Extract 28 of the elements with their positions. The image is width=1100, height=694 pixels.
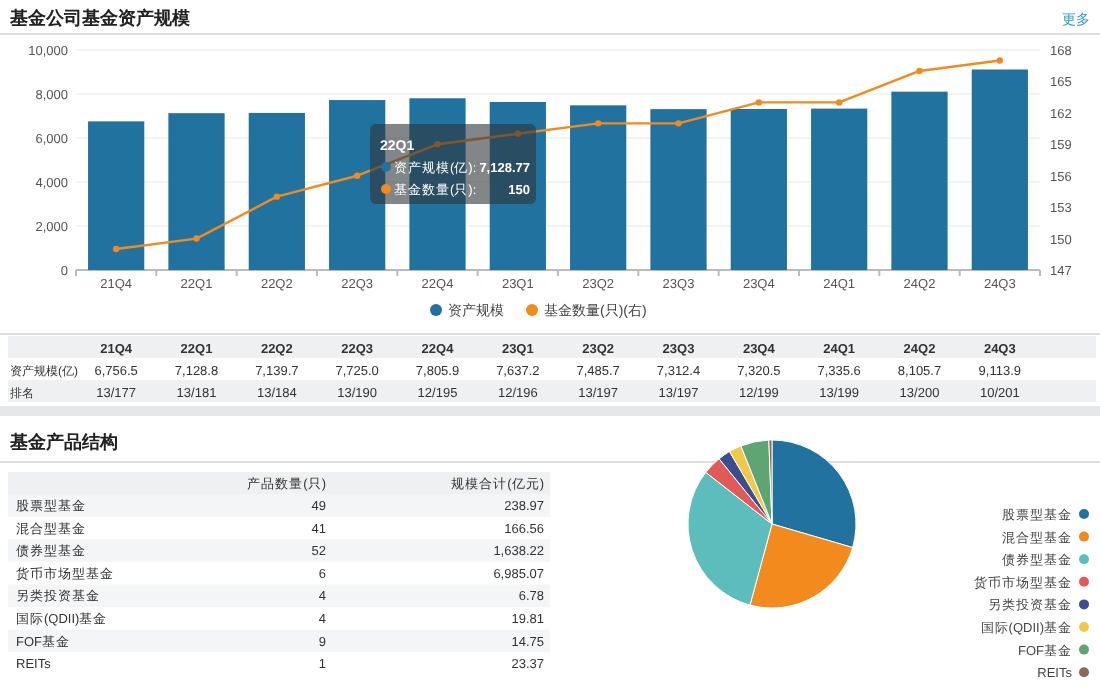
bar xyxy=(891,91,948,270)
point xyxy=(755,99,763,106)
chart-title: 基金公司基金资产规模 xyxy=(8,8,192,28)
pie-slice xyxy=(687,471,773,606)
pie-slice xyxy=(749,523,854,609)
bar xyxy=(971,69,1028,270)
bar xyxy=(730,108,787,270)
point xyxy=(353,172,361,179)
point xyxy=(594,120,602,127)
pie-slice xyxy=(705,458,773,525)
point xyxy=(835,99,843,106)
bar xyxy=(811,108,868,270)
bar xyxy=(88,121,145,270)
point xyxy=(112,245,120,253)
bar xyxy=(248,112,305,270)
point xyxy=(996,57,1004,64)
bar xyxy=(650,109,707,270)
bar xyxy=(570,105,627,270)
point xyxy=(514,130,522,138)
point xyxy=(273,193,281,200)
point xyxy=(434,141,441,148)
text: 基金产品结构 xyxy=(8,432,118,452)
pie-slice xyxy=(740,439,773,525)
point xyxy=(675,120,682,127)
point xyxy=(916,67,923,75)
point xyxy=(193,235,200,242)
bar xyxy=(168,113,225,270)
pie-slice xyxy=(771,439,857,549)
